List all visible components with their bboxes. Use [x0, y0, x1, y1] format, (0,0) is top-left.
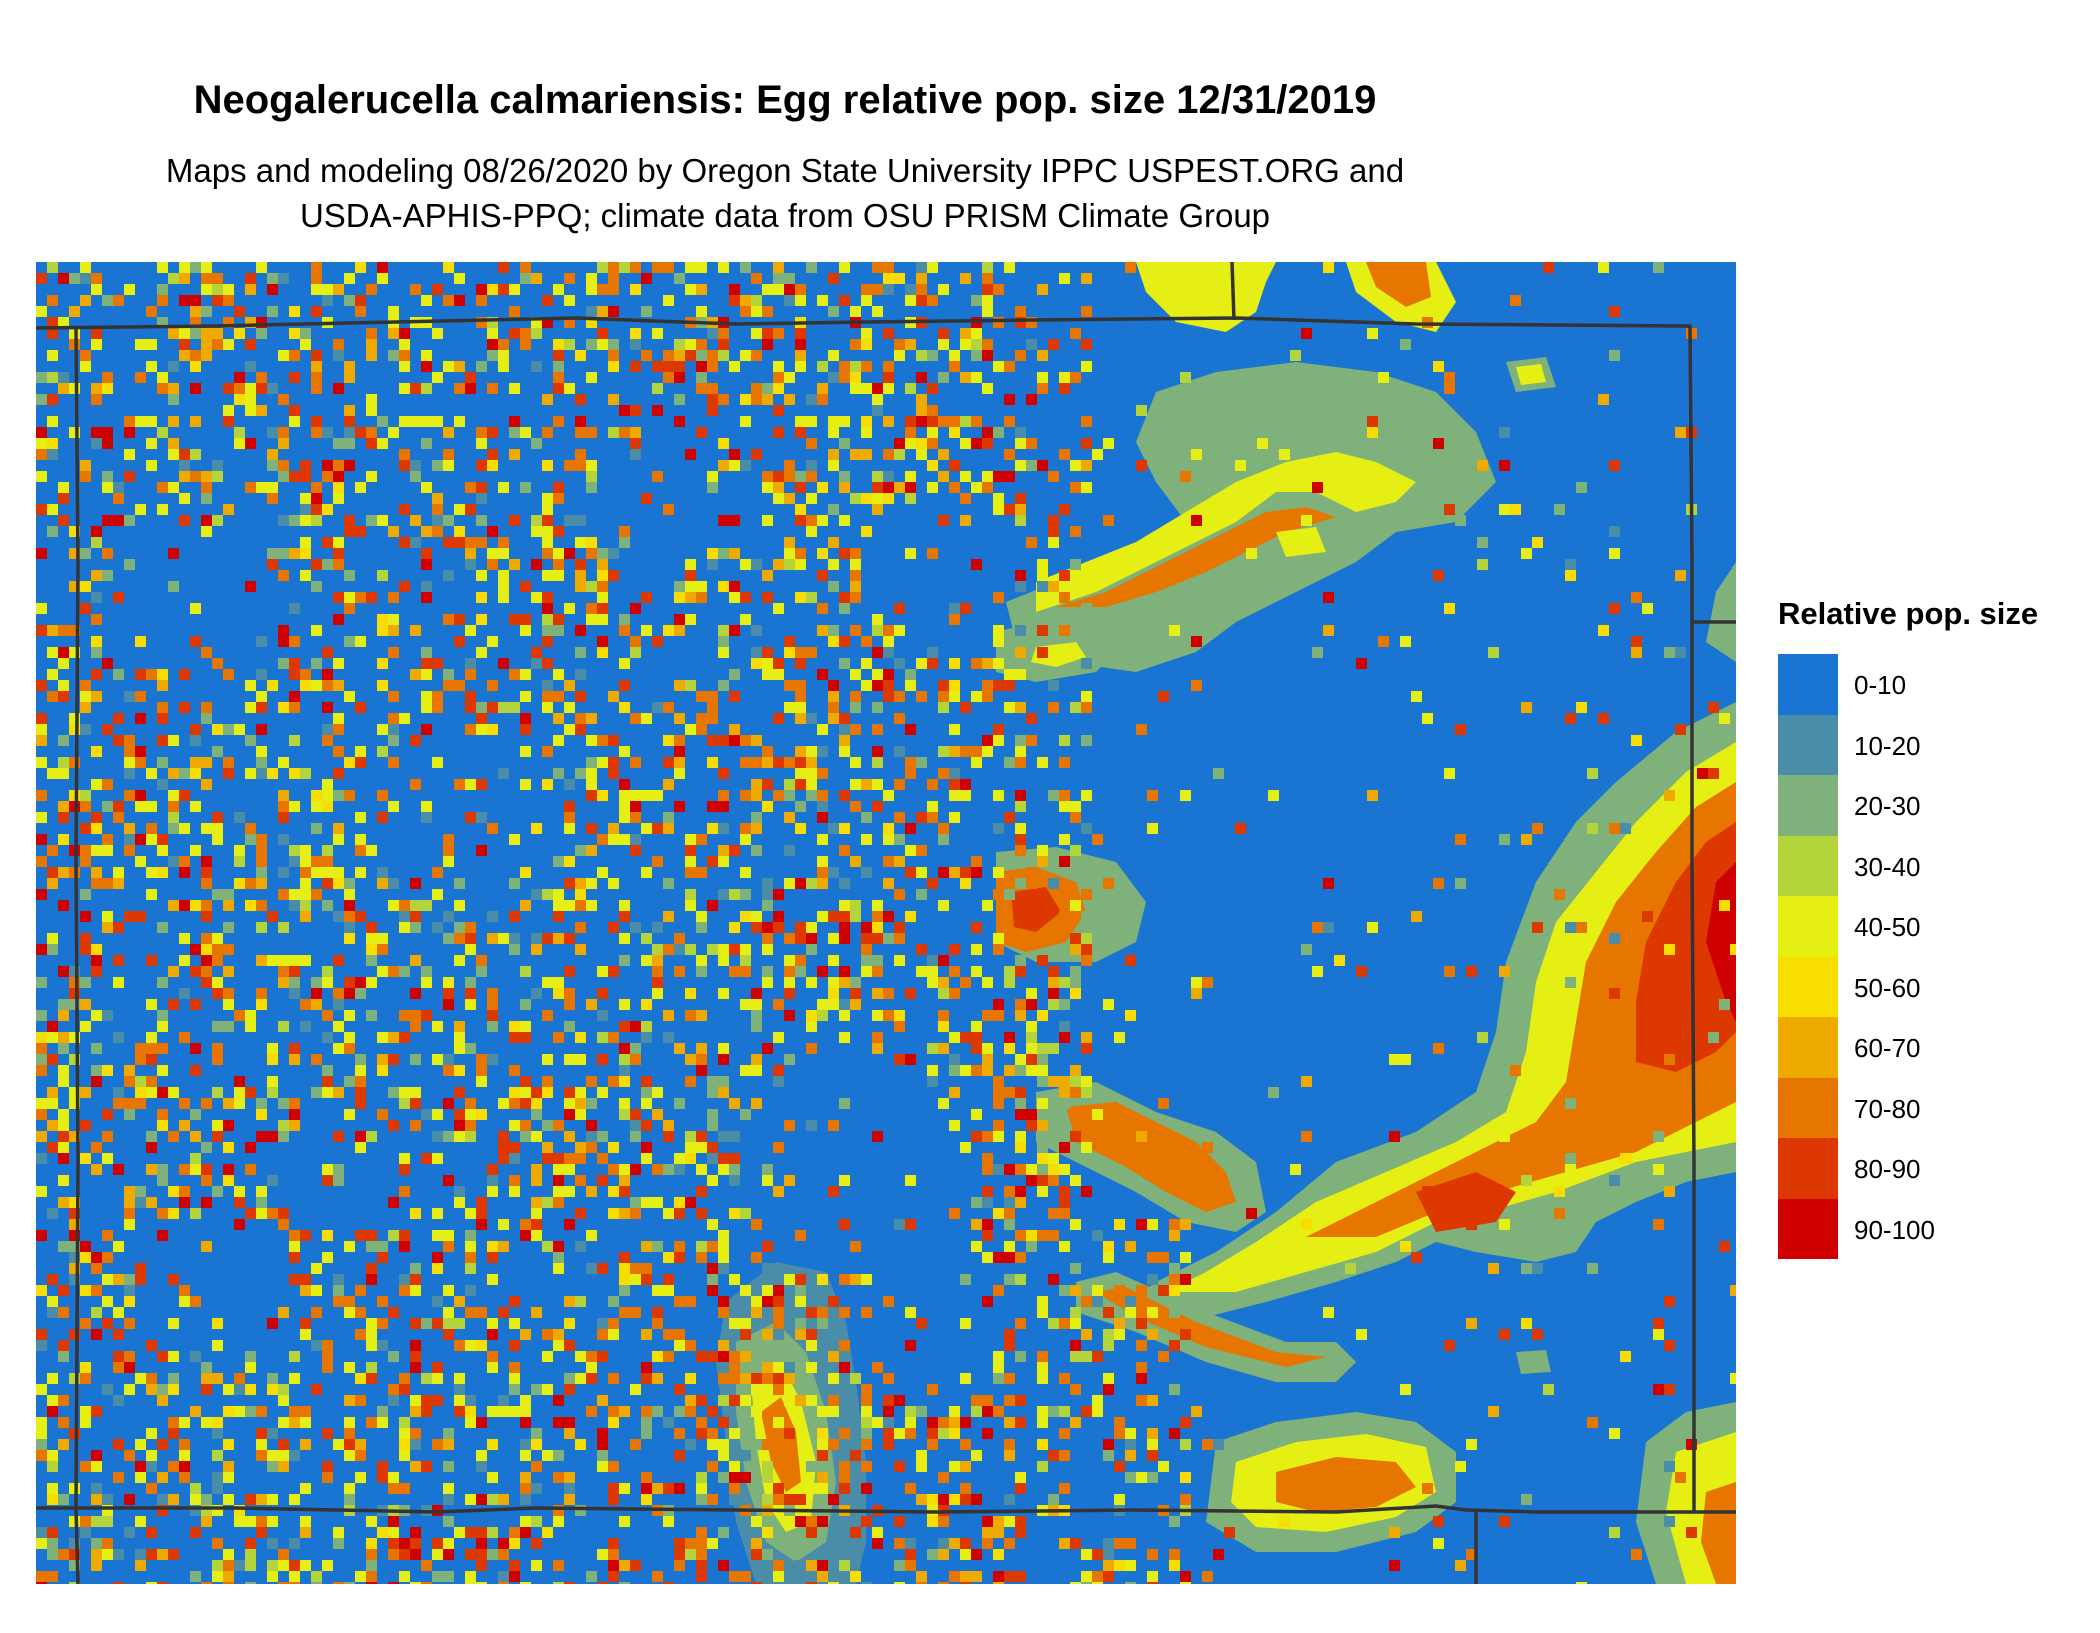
legend-item: 80-90	[1778, 1138, 2078, 1199]
legend-swatch	[1778, 835, 1838, 896]
legend-label: 50-60	[1854, 972, 1921, 1003]
region-east-80-90	[1636, 822, 1736, 1072]
legend-item: 20-30	[1778, 775, 2078, 836]
legend-item: 60-70	[1778, 1017, 2078, 1078]
legend-item: 10-20	[1778, 714, 2078, 775]
legend-label: 30-40	[1854, 851, 1921, 882]
map-title: Neogalerucella calmariensis: Egg relativ…	[193, 78, 1377, 122]
legend-label: 90-100	[1854, 1214, 1935, 1245]
legend-swatch	[1778, 1017, 1838, 1078]
legend-swatch	[1778, 1138, 1838, 1199]
legend-item: 0-10	[1778, 654, 2078, 715]
region-north-top2-70-80	[1366, 262, 1431, 307]
legend-label: 80-90	[1854, 1154, 1921, 1184]
legend-item: 70-80	[1778, 1077, 2078, 1138]
legend-title: Relative pop. size	[1778, 596, 2039, 631]
region-north-70-80	[1056, 507, 1336, 607]
state-border-outline	[36, 316, 1696, 1514]
region-north-top-40-50	[1136, 262, 1276, 332]
map-subtitle-line-2: USDA-APHIS-PPQ; climate data from OSU PR…	[299, 197, 1271, 234]
region-south-east-70-80	[1276, 1457, 1416, 1512]
legend-swatch	[1778, 775, 1838, 836]
legend-swatch	[1778, 896, 1838, 957]
map-subtitle-line-1: Maps and modeling 08/26/2020 by Oregon S…	[165, 152, 1405, 189]
legend-label: 70-80	[1854, 1093, 1921, 1124]
region-mid-arm-80-90	[1011, 887, 1061, 932]
legend-swatch	[1778, 714, 1838, 775]
legend-label: 0-10	[1854, 670, 1907, 700]
region-east-arm-70-80	[1066, 1102, 1236, 1212]
state-border-west	[74, 327, 80, 1584]
legend-swatch	[1778, 1198, 1838, 1259]
legend-swatch	[1778, 1077, 1838, 1138]
state-borders	[36, 262, 1736, 1584]
legend-item: 30-40	[1778, 835, 2078, 896]
region-east-70-80	[1306, 782, 1736, 1237]
legend-swatch	[1778, 956, 1838, 1017]
region-patch-east-20-30	[1516, 1350, 1551, 1374]
legend-item: 40-50	[1778, 896, 2078, 957]
region-ne-20-30	[1706, 562, 1736, 662]
raster-map	[36, 262, 1736, 1584]
legend-label: 60-70	[1854, 1033, 1921, 1063]
region-patch-mid-40-50	[1276, 527, 1326, 557]
legend-item: 90-100	[1778, 1198, 2078, 1259]
region-patch-north-40-50	[1516, 364, 1546, 385]
map-pixel-texture	[36, 262, 1736, 1584]
region-east-80-90b	[1416, 1172, 1516, 1232]
state-border-north-spur	[1230, 262, 1236, 321]
region-south-valley-70-80	[761, 1397, 801, 1492]
legend-label: 10-20	[1854, 730, 1921, 761]
legend-items: 0-10 10-20 20-30 30-40 40-50 50-60 60-70 70-80 8…	[1778, 654, 2078, 1259]
map-canvas	[36, 262, 1736, 1584]
legend-swatch	[1778, 654, 1838, 715]
legend-item: 50-60	[1778, 956, 2078, 1017]
legend: Relative pop. size 0-10 10-20 20-30 30-40 40…	[1778, 596, 2078, 1259]
legend-label: 40-50	[1854, 912, 1921, 942]
region-br-70-80	[1701, 1482, 1736, 1584]
legend-label: 20-30	[1854, 791, 1921, 821]
